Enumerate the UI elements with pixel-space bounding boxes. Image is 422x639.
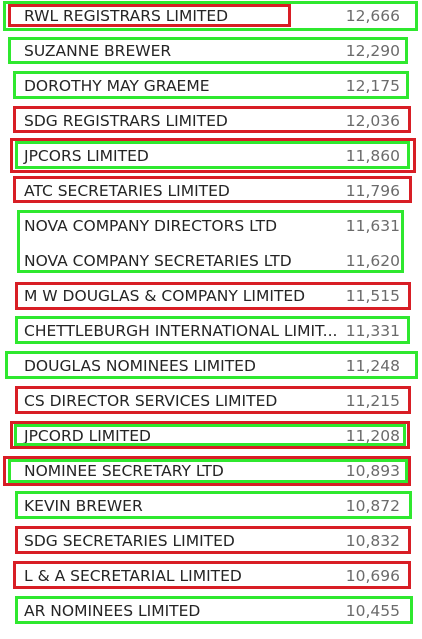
list-row: NOMINEE SECRETARY LTD 10,893 <box>0 454 422 489</box>
list-row: M W DOUGLAS & COMPANY LIMITED 11,515 <box>0 279 422 314</box>
entity-name: SDG SECRETARIES LIMITED <box>24 532 235 550</box>
annotation-box <box>15 386 411 414</box>
entity-name: M W DOUGLAS & COMPANY LIMITED <box>24 287 306 305</box>
entity-name: ATC SECRETARIES LIMITED <box>24 182 230 200</box>
list-row: AR NOMINEES LIMITED 10,455 <box>0 594 422 629</box>
annotation-box <box>14 424 406 446</box>
entity-name: NOVA COMPANY SECRETARIES LTD <box>24 252 292 270</box>
entity-count: 10,872 <box>345 497 400 515</box>
annotation-box <box>13 71 409 99</box>
entity-count: 11,215 <box>345 392 400 410</box>
entity-name: DOROTHY MAY GRAEME <box>24 77 210 95</box>
annotation-box <box>13 176 412 203</box>
annotation-box <box>15 491 412 519</box>
annotation-box <box>15 282 411 310</box>
annotation-box <box>17 210 404 273</box>
entity-name: CS DIRECTOR SERVICES LIMITED <box>24 392 278 410</box>
entity-name: JPCORD LIMITED <box>24 427 151 445</box>
list-row: ATC SECRETARIES LIMITED 11,796 <box>0 174 422 209</box>
list-row: JPCORD LIMITED 11,208 <box>0 419 422 454</box>
entity-count: 11,331 <box>345 322 400 340</box>
annotation-box <box>3 456 411 486</box>
annotation-box <box>13 561 411 589</box>
annotation-box <box>13 106 411 133</box>
entity-name: JPCORS LIMITED <box>24 147 149 165</box>
entity-count: 12,666 <box>345 7 400 25</box>
list-row: DOUGLAS NOMINEES LIMITED 11,248 <box>0 349 422 384</box>
entity-name: NOMINEE SECRETARY LTD <box>24 462 224 480</box>
list-row: DOROTHY MAY GRAEME 12,175 <box>0 69 422 104</box>
entity-count: 10,832 <box>345 532 400 550</box>
annotation-box <box>15 596 413 624</box>
entity-count: 11,860 <box>345 147 400 165</box>
entity-count: 12,036 <box>345 112 400 130</box>
entity-count: 11,631 <box>345 217 400 235</box>
entity-name: AR NOMINEES LIMITED <box>24 602 201 620</box>
list-row: KEVIN BREWER 10,872 <box>0 489 422 524</box>
entity-count: 12,175 <box>345 77 400 95</box>
list-row: SDG REGISTRARS LIMITED 12,036 <box>0 104 422 139</box>
entity-name: L & A SECRETARIAL LIMITED <box>24 567 242 585</box>
entity-name: CHETTLEBURGH INTERNATIONAL LIMIT... <box>24 322 338 340</box>
entity-count: 10,696 <box>345 567 400 585</box>
list-row: L & A SECRETARIAL LIMITED 10,696 <box>0 559 422 594</box>
list-row: RWL REGISTRARS LIMITED 12,666 <box>0 0 422 34</box>
list-row: NOVA COMPANY DIRECTORS LTD 11,631 <box>0 209 422 244</box>
annotation-box <box>8 4 291 27</box>
entity-count: 10,893 <box>345 462 400 480</box>
entity-count: 11,208 <box>345 427 400 445</box>
annotation-box <box>10 421 410 449</box>
list-row: CHETTLEBURGH INTERNATIONAL LIMIT... 11,33… <box>0 314 422 349</box>
annotation-box <box>15 316 410 344</box>
entity-name: DOUGLAS NOMINEES LIMITED <box>24 357 256 375</box>
annotation-box <box>8 459 408 483</box>
entity-count: 11,796 <box>345 182 400 200</box>
annotation-box <box>8 37 408 64</box>
entity-count: 11,248 <box>345 357 400 375</box>
entity-name: SDG REGISTRARS LIMITED <box>24 112 228 130</box>
entity-count: 12,290 <box>345 42 400 60</box>
annotation-box <box>15 141 410 169</box>
entity-name: SUZANNE BREWER <box>24 42 172 60</box>
entity-count: 10,455 <box>345 602 400 620</box>
entity-count: 11,515 <box>345 287 400 305</box>
entity-name: NOVA COMPANY DIRECTORS LTD <box>24 217 278 235</box>
annotation-box <box>15 526 411 554</box>
annotation-box <box>10 138 416 173</box>
list-row: JPCORS LIMITED 11,860 <box>0 139 422 174</box>
entity-name: KEVIN BREWER <box>24 497 143 515</box>
list-row: CS DIRECTOR SERVICES LIMITED 11,215 <box>0 384 422 419</box>
entity-name: RWL REGISTRARS LIMITED <box>24 7 229 25</box>
list-row: SDG SECRETARIES LIMITED 10,832 <box>0 524 422 559</box>
annotation-box <box>3 1 418 31</box>
list-row: SUZANNE BREWER 12,290 <box>0 34 422 69</box>
entity-count: 11,620 <box>345 252 400 270</box>
list-row: NOVA COMPANY SECRETARIES LTD 11,620 <box>0 244 422 279</box>
annotation-box <box>5 351 418 379</box>
